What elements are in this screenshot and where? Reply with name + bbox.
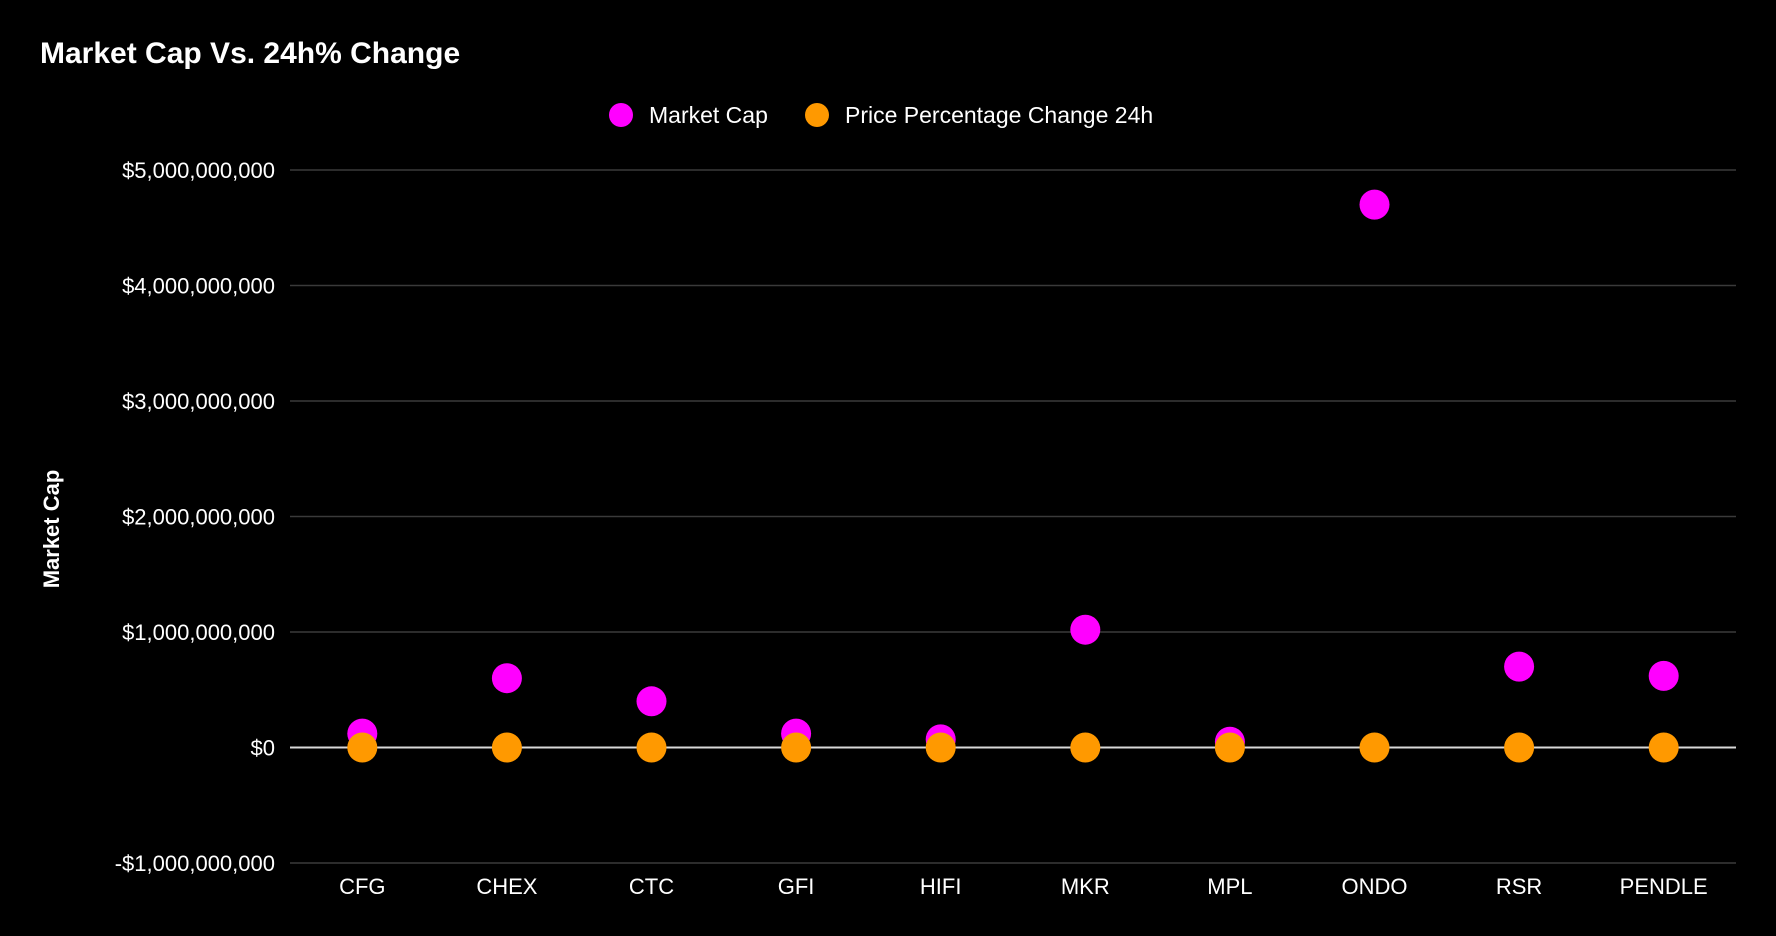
x-tick-label: MKR xyxy=(1061,874,1110,899)
series-market-cap xyxy=(347,189,1679,757)
y-tick-label: $4,000,000,000 xyxy=(122,274,275,299)
price-change-point-gfi[interactable] xyxy=(781,732,812,763)
legend-label-market-cap: Market Cap xyxy=(649,102,768,128)
x-tick-label: CTC xyxy=(629,874,674,899)
market-cap-point-mkr[interactable] xyxy=(1070,614,1101,645)
y-tick-label: $5,000,000,000 xyxy=(122,158,275,183)
price-change-point-ctc[interactable] xyxy=(636,732,667,763)
x-tick-label: GFI xyxy=(778,874,815,899)
price-change-point-cfg[interactable] xyxy=(347,732,378,763)
y-tick-label: -$1,000,000,000 xyxy=(115,851,275,876)
price-change-point-mkr[interactable] xyxy=(1070,732,1101,763)
price-change-point-chex[interactable] xyxy=(491,732,522,763)
x-tick-label: RSR xyxy=(1496,874,1542,899)
y-tick-label: $2,000,000,000 xyxy=(122,505,275,530)
x-tick-label: PENDLE xyxy=(1620,874,1708,899)
price-change-point-rsr[interactable] xyxy=(1504,732,1535,763)
market-cap-point-chex[interactable] xyxy=(491,663,522,694)
price-change-point-mpl[interactable] xyxy=(1214,732,1245,763)
x-tick-label: MPL xyxy=(1207,874,1252,899)
legend-swatch-market-cap xyxy=(609,103,633,127)
price-change-point-pendle[interactable] xyxy=(1648,732,1679,763)
legend-item-market-cap[interactable]: Market Cap xyxy=(609,102,768,128)
gridlines xyxy=(290,169,1736,864)
legend-label-price-change: Price Percentage Change 24h xyxy=(845,102,1153,128)
market-cap-point-rsr[interactable] xyxy=(1504,651,1535,682)
x-axis-ticks: CFG CHEX CTC GFI HIFI MKR MPL ONDO RSR PENDLE xyxy=(339,874,1708,899)
y-axis-title: Market Cap xyxy=(39,470,64,589)
x-tick-label: CFG xyxy=(339,874,385,899)
y-tick-label: $3,000,000,000 xyxy=(122,389,275,414)
market-cap-point-ondo[interactable] xyxy=(1359,189,1390,220)
chart-title: Market Cap Vs. 24h% Change xyxy=(40,37,460,70)
legend: Market Cap Price Percentage Change 24h xyxy=(609,102,1153,128)
legend-swatch-price-change xyxy=(805,103,829,127)
series-price-change xyxy=(347,732,1679,763)
x-tick-label: ONDO xyxy=(1342,874,1408,899)
data-series xyxy=(347,189,1679,763)
x-tick-label: CHEX xyxy=(476,874,537,899)
y-tick-label: $1,000,000,000 xyxy=(122,620,275,645)
legend-item-price-change[interactable]: Price Percentage Change 24h xyxy=(805,102,1153,128)
y-axis-ticks: -$1,000,000,000 $0 $1,000,000,000 $2,000,00… xyxy=(115,158,275,876)
market-cap-point-pendle[interactable] xyxy=(1648,660,1679,691)
price-change-point-hifi[interactable] xyxy=(925,732,956,763)
y-tick-label: $0 xyxy=(251,736,275,761)
price-change-point-ondo[interactable] xyxy=(1359,732,1390,763)
x-tick-label: HIFI xyxy=(920,874,962,899)
market-cap-point-ctc[interactable] xyxy=(636,686,667,717)
